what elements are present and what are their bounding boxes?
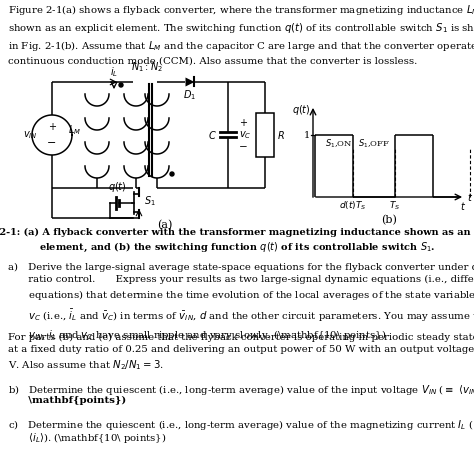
Text: $D_1$: $D_1$ <box>183 88 197 102</box>
Text: For parts (b) and (c) assume that the flyback converter is operating in periodic: For parts (b) and (c) assume that the fl… <box>8 333 474 372</box>
Text: $t$: $t$ <box>460 200 466 212</box>
Text: $v_C$: $v_C$ <box>239 129 252 141</box>
Text: +: + <box>239 118 247 128</box>
Text: (a): (a) <box>157 220 173 230</box>
Text: $v_{IN}$: $v_{IN}$ <box>23 129 37 141</box>
Polygon shape <box>185 78 194 87</box>
Text: b) Determine the quiescent (i.e., long-term average) value of the input voltage : b) Determine the quiescent (i.e., long-t… <box>8 383 474 397</box>
Text: $R$: $R$ <box>277 129 285 141</box>
Text: $T_S$: $T_S$ <box>389 200 401 212</box>
Text: $\langle i_L \rangle$). (\mathbf{10\ points}): $\langle i_L \rangle$). (\mathbf{10\ poi… <box>8 431 166 445</box>
Text: $d(t)T_S$: $d(t)T_S$ <box>339 200 367 212</box>
Text: $S_1$,OFF: $S_1$,OFF <box>358 138 390 150</box>
Text: c) Determine the quiescent (i.e., long-term average) value of the magnetizing cu: c) Determine the quiescent (i.e., long-t… <box>8 418 474 432</box>
Text: Figure 2-1(a) shows a flyback converter, where the transformer magnetizing induc: Figure 2-1(a) shows a flyback converter,… <box>8 3 474 65</box>
Text: a) Derive the large-signal average state-space equations for the flyback convert: a) Derive the large-signal average state… <box>8 263 474 342</box>
Text: $i_L$: $i_L$ <box>110 65 118 79</box>
Text: Figure 2-1: (a) A flyback converter with the transformer magnetizing inductance : Figure 2-1: (a) A flyback converter with… <box>0 228 474 254</box>
Text: +: + <box>48 122 56 132</box>
Text: (b): (b) <box>381 215 397 225</box>
Text: $C$: $C$ <box>208 129 217 141</box>
Text: $S_1$,ON: $S_1$,ON <box>325 138 353 150</box>
Text: $N_1 : N_2$: $N_1 : N_2$ <box>130 60 163 74</box>
Text: 1: 1 <box>304 131 310 140</box>
Text: $t$: $t$ <box>467 191 473 203</box>
Text: −: − <box>239 142 248 152</box>
Circle shape <box>119 83 123 87</box>
Text: $S_1$: $S_1$ <box>144 194 156 208</box>
Text: $q(t)$: $q(t)$ <box>292 103 311 117</box>
Text: \mathbf{points}): \mathbf{points}) <box>8 396 126 405</box>
Text: $q(t)$: $q(t)$ <box>108 180 127 194</box>
Text: −: − <box>47 138 57 148</box>
Circle shape <box>170 172 174 176</box>
Text: $L_M$: $L_M$ <box>68 123 81 137</box>
Bar <box>256 113 274 157</box>
